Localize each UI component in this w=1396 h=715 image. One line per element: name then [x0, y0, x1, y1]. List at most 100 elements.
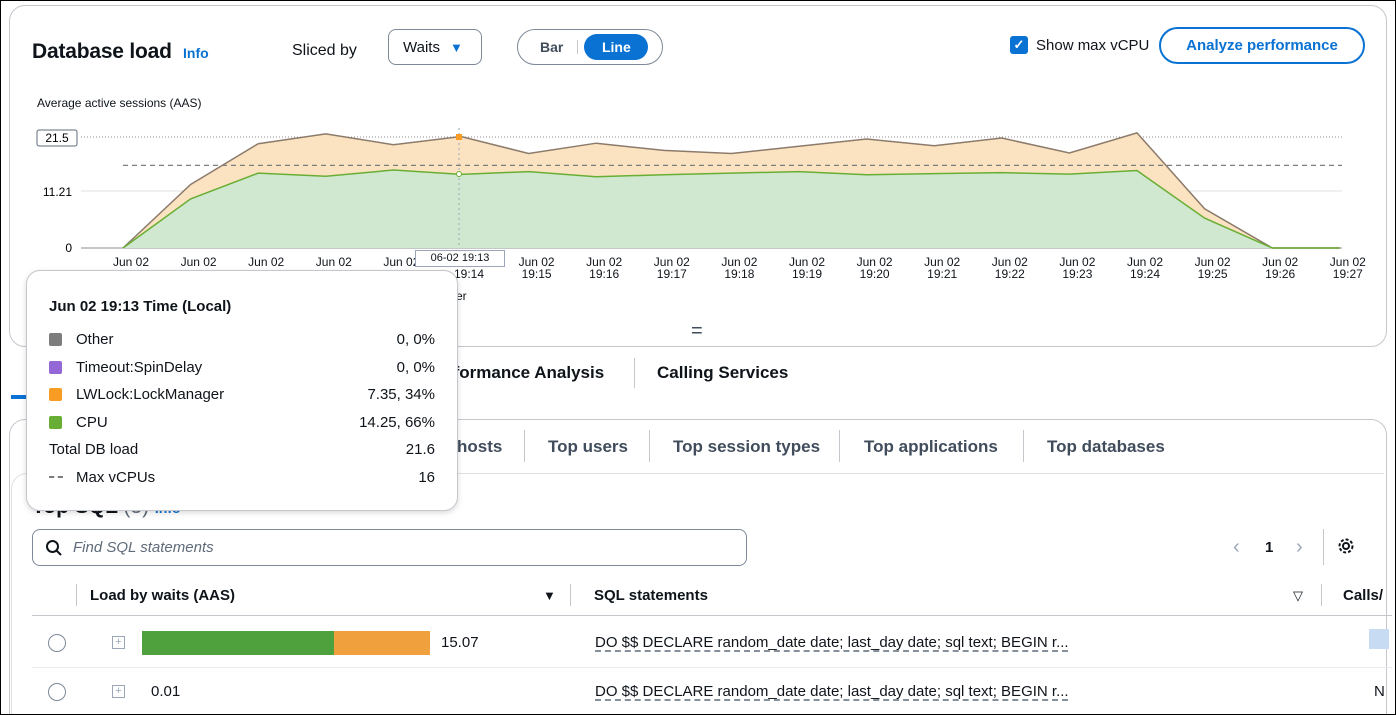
subtab-divider: [524, 430, 525, 462]
x-tick-date: Jun 02: [1059, 255, 1096, 269]
max-vcpu-value: 16: [418, 468, 435, 486]
toggle-bar[interactable]: Bar: [540, 39, 564, 55]
chart-type-toggle[interactable]: Bar Line: [517, 29, 663, 65]
total-value: 21.6: [405, 440, 435, 458]
tooltip-row-lockmanager: LWLock:LockManager 7.35, 34%: [49, 383, 435, 405]
toggle-divider: [577, 40, 579, 54]
x-tick-date: Jun 02: [991, 255, 1028, 269]
main-tab-active-indicator: [11, 395, 31, 399]
sort-icon[interactable]: ▽: [1293, 588, 1303, 603]
row-select-radio[interactable]: [48, 634, 66, 652]
load-bar: [142, 631, 430, 655]
x-tick-time: 19:25: [1197, 267, 1228, 281]
search-icon: [45, 539, 63, 557]
x-tick-date: Jun 02: [856, 255, 893, 269]
col-divider: [570, 584, 571, 606]
x-tick-time: 19:19: [791, 267, 823, 281]
legend-value: 0, 0%: [396, 358, 435, 376]
x-tick-label: Jun 02 19:27: [1318, 256, 1378, 280]
x-tick-date: Jun 02: [721, 255, 758, 269]
subtab-divider: [649, 430, 650, 462]
sql-statement-link[interactable]: DO $$ DECLARE random_date date; last_day…: [595, 634, 1069, 651]
x-tick-time: 19:22: [994, 267, 1025, 281]
settings-gear-icon[interactable]: [1337, 537, 1355, 560]
legend-value: 14.25, 66%: [359, 413, 435, 431]
x-tick-label: Jun 02 19:20: [845, 256, 905, 280]
col-divider: [76, 584, 77, 606]
hover-point-lock: [456, 134, 462, 140]
x-tick-label: Jun 02 19:26: [1250, 256, 1310, 280]
x-tick-date: Jun 02: [518, 255, 555, 269]
tab-calling-services[interactable]: Calling Services: [657, 363, 789, 382]
expand-row-icon[interactable]: +: [112, 636, 125, 649]
load-bar-lock: [334, 631, 430, 655]
x-tick-time: 19:26: [1265, 267, 1296, 281]
x-tick-time: 19:24: [1129, 267, 1161, 281]
subtab-top-applications[interactable]: Top applications: [864, 437, 998, 456]
x-tick-label: Jun 02: [236, 256, 296, 268]
x-tick-label: Jun 02 19:22: [980, 256, 1040, 280]
x-tick-date: Jun 02: [653, 255, 690, 269]
col-header-calls[interactable]: Calls/: [1343, 587, 1384, 604]
tooltip-row-total: Total DB load 21.6: [49, 438, 435, 460]
show-max-vcpu-checkbox[interactable]: ✓: [1010, 36, 1028, 54]
x-tick-time: 19:18: [724, 267, 755, 281]
x-tick-time: 19:20: [859, 267, 890, 281]
toggle-line[interactable]: Line: [584, 34, 649, 60]
x-tick-date: Jun 02: [180, 255, 217, 269]
x-tick-time: 19:21: [927, 267, 958, 281]
tooltip-title: Jun 02 19:13 Time (Local): [49, 298, 232, 315]
tab-divider: [634, 358, 635, 388]
subtab-divider: [839, 430, 840, 462]
sliced-by-label: Sliced by: [292, 42, 357, 59]
area-cpu: [123, 170, 1340, 248]
x-tick-time: 19:15: [521, 267, 552, 281]
x-tick-label: Jun 02: [371, 256, 431, 268]
subtab-top-session-types[interactable]: Top session types: [673, 437, 821, 456]
line-cpu: [122, 169, 1340, 249]
x-tick-time: 19:16: [589, 267, 620, 281]
subtab-top-hosts[interactable]: hosts: [457, 437, 503, 456]
show-max-vcpu-label: Show max vCPU: [1036, 37, 1150, 54]
inner-panel: [11, 473, 1384, 714]
col-header-sql[interactable]: SQL statements: [594, 587, 708, 604]
tooltip-row-spindelay: Timeout:SpinDelay 0, 0%: [49, 356, 435, 378]
x-tick-time: 19:23: [1062, 267, 1093, 281]
subtab-top-users[interactable]: Top users: [548, 437, 628, 456]
sort-desc-icon[interactable]: ▼: [543, 588, 556, 603]
subtab-top-databases[interactable]: Top databases: [1047, 437, 1165, 456]
row-calls-value: N: [1374, 683, 1385, 700]
resize-handle[interactable]: =: [691, 320, 703, 342]
caret-down-icon: ▼: [449, 39, 463, 55]
search-placeholder: Find SQL statements: [73, 539, 214, 556]
page-title: Database load: [32, 40, 172, 63]
tooltip-row-cpu: CPU 14.25, 66%: [49, 411, 435, 433]
x-tick-label: Jun 02 19:17: [642, 256, 702, 280]
y-tick-top-box: [36, 129, 78, 147]
x-tick-label: Jun 02: [169, 256, 229, 268]
next-page-icon[interactable]: ›: [1296, 536, 1303, 558]
tooltip-row-other: Other 0, 0%: [49, 328, 435, 350]
x-tick-label: Jun 02 19:23: [1047, 256, 1107, 280]
row-select-radio[interactable]: [48, 683, 66, 701]
analyze-performance-button[interactable]: Analyze performance: [1159, 27, 1365, 64]
line-total: [122, 132, 1340, 249]
sql-statement-link[interactable]: DO $$ DECLARE random_date date; last_day…: [595, 683, 1069, 700]
x-tick-date: Jun 02: [924, 255, 961, 269]
prev-page-icon[interactable]: ‹: [1233, 536, 1240, 558]
y-tick-top: 21.5: [45, 131, 69, 145]
row-load-value: 15.07: [441, 634, 479, 651]
tab-performance-analysis[interactable]: rformance Analysis: [447, 363, 605, 382]
expand-row-icon[interactable]: +: [112, 685, 125, 698]
total-label: Total DB load: [49, 440, 139, 458]
legend-label: LWLock:LockManager: [76, 385, 225, 403]
page-number[interactable]: 1: [1265, 539, 1274, 556]
sql-search-input[interactable]: Find SQL statements: [32, 529, 747, 566]
info-link[interactable]: Info: [183, 45, 209, 61]
sliced-by-select[interactable]: Waits ▼: [388, 29, 482, 65]
x-tick-date: Jun 02: [315, 255, 352, 269]
x-tick-label: Jun 02: [304, 256, 364, 268]
header-bottom-border: [32, 615, 1392, 616]
col-header-load[interactable]: Load by waits (AAS): [90, 587, 236, 604]
legend-label: Other: [76, 330, 114, 348]
